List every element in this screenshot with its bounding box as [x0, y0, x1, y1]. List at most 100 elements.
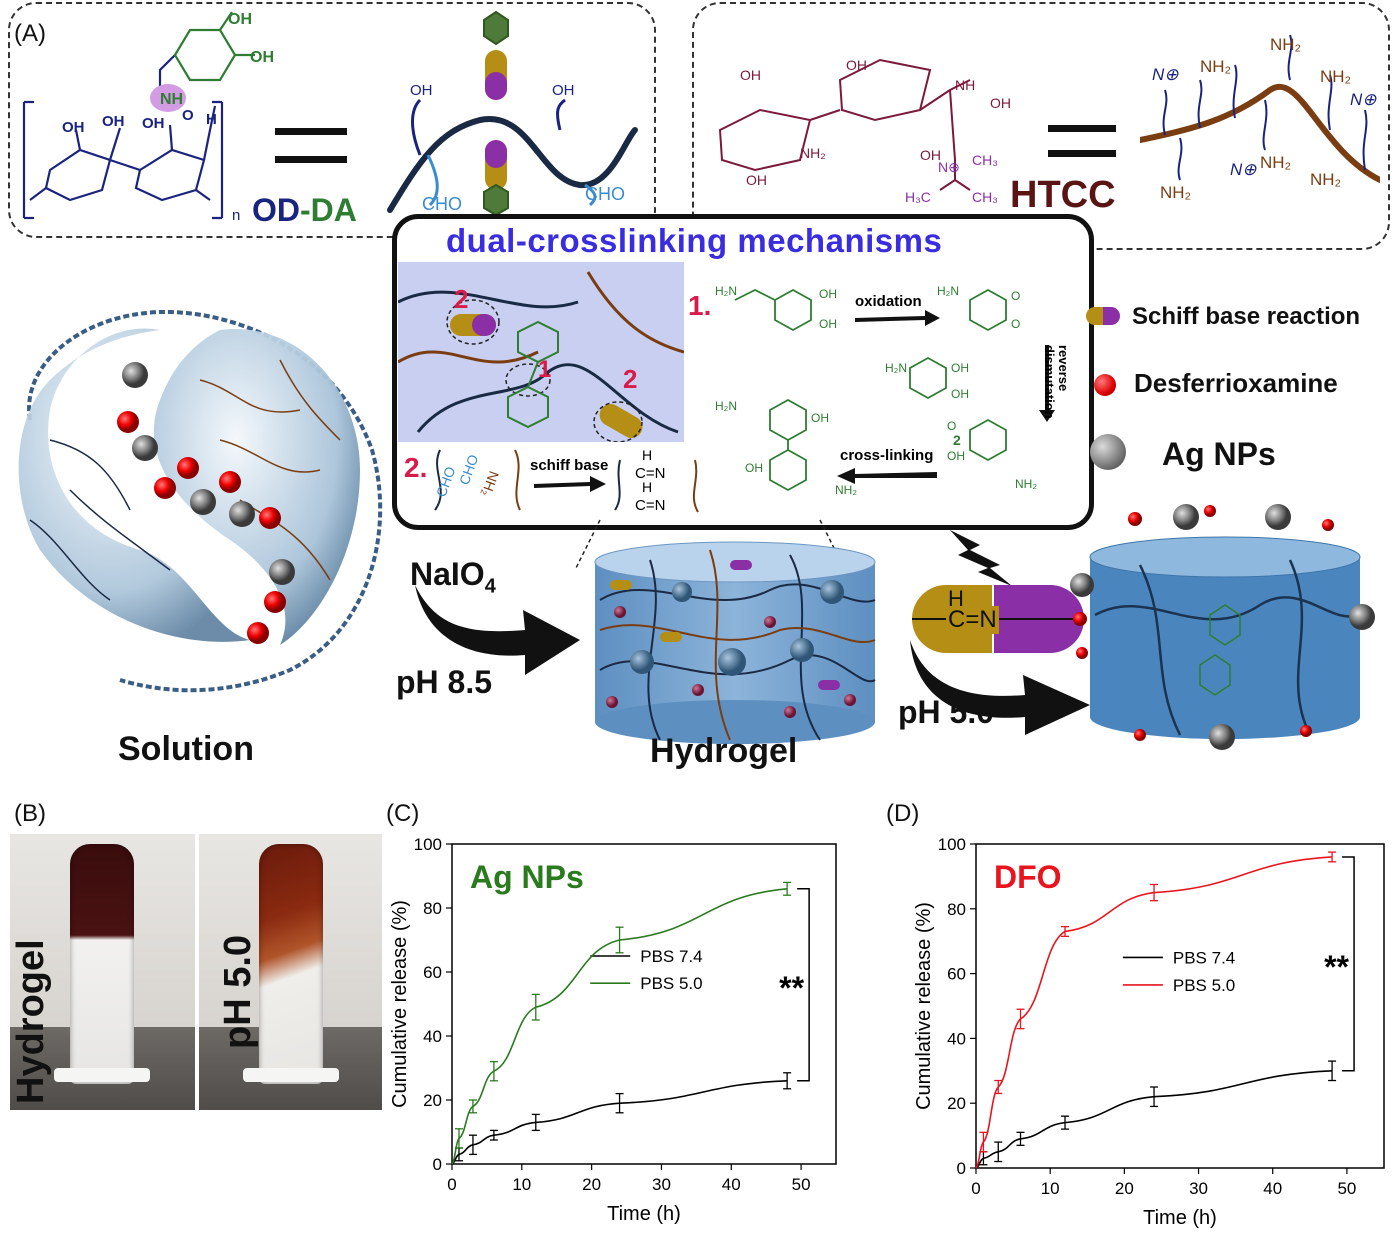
chem-label-oh: OH	[740, 67, 761, 83]
y-tick-label: 60	[423, 963, 442, 982]
solution-illustration	[18, 309, 383, 693]
chem-label-n-plus: N⊕	[1230, 160, 1257, 179]
legend-ag-nps: Ag NPs	[1162, 436, 1276, 472]
significance-bracket	[1342, 856, 1355, 1072]
step-1-label: 1.	[688, 290, 712, 321]
chem-label-h3c: H₃C	[905, 189, 931, 205]
equals-bar-top	[275, 128, 347, 135]
x-tick-label: 10	[1041, 1179, 1060, 1198]
panel-label-c: (C)	[386, 800, 420, 827]
chem-label-o: O	[947, 419, 956, 433]
chem-label-oh: OH	[102, 113, 125, 130]
series-line-1	[975, 856, 1333, 1169]
network-inset: 2 1 2	[397, 262, 685, 443]
y-tick-label: 100	[938, 835, 966, 854]
x-tick-label: 20	[1115, 1179, 1134, 1198]
x-tick-label: 30	[652, 1175, 671, 1194]
chart-annotation: DFO	[994, 859, 1062, 895]
chem-label-nh2: NH₂	[1320, 67, 1351, 86]
chem-label-oh: OH	[410, 82, 433, 99]
x-tick-label: 40	[1263, 1179, 1282, 1198]
photo-label-hydrogel: Hydrogel	[10, 939, 52, 1104]
crosslink-marker-2: 2	[623, 364, 637, 394]
panel-label-d: (D)	[886, 800, 920, 827]
solution-label: Solution	[118, 730, 254, 768]
naio4-label: NaIO4	[410, 556, 496, 598]
chem-label-o: O	[182, 107, 194, 124]
ph-8-5-label: pH 8.5	[396, 664, 493, 700]
equals-bar-bottom	[1048, 150, 1116, 157]
y-tick-label: 20	[423, 1091, 442, 1110]
htcc-label: HTCC	[1010, 174, 1116, 216]
x-tick-label: 20	[582, 1175, 601, 1194]
chem-label-h2n: H₂N	[715, 399, 737, 413]
x-axis-label: Time (h)	[607, 1203, 681, 1225]
chem-label-cho: CHO	[585, 184, 625, 204]
chem-label-2: 2	[953, 432, 961, 448]
od-da-chemical-structure: OH OH NH OH OH OH H O n	[22, 11, 274, 224]
chem-label-h: H	[642, 479, 652, 495]
crosslinking-label: cross-linking	[840, 447, 933, 464]
chem-label-nh2: NH₂	[1200, 57, 1231, 76]
chem-label-oh: OH	[228, 11, 252, 28]
schiff-bond-c: C=N	[946, 606, 999, 634]
plot-frame	[451, 843, 837, 1165]
amine-highlight	[150, 84, 186, 112]
y-tick-label: 80	[947, 900, 966, 919]
dopamine-oxidation-scheme: H₂N OH OH H₂N O O H₂N OH OH O OH 2 NH₂ H…	[715, 284, 1071, 497]
chem-label-oh: OH	[846, 57, 867, 73]
vial-base	[243, 1068, 339, 1082]
hydrogel-label: Hydrogel	[650, 732, 798, 770]
x-tick-label: 50	[792, 1175, 811, 1194]
chem-label-nh2: NH₂	[1310, 170, 1341, 189]
y-tick-label: 40	[947, 1029, 966, 1048]
vial-tube	[70, 844, 134, 1084]
chem-label-ch3: CH₃	[972, 152, 998, 168]
chem-label-h: H	[642, 447, 652, 463]
chem-label-nh: NH	[955, 77, 975, 93]
y-axis-label: Cumulative release (%)	[389, 900, 411, 1108]
chem-label-n: n	[232, 207, 240, 224]
x-tick-label: 0	[447, 1175, 456, 1194]
chem-label-nh2: NH₂	[1260, 153, 1291, 172]
htcc-cartoon: N⊕ NH₂ NH₂ NH₂ N⊕ NH₂ N⊕ NH₂ NH₂	[1140, 34, 1380, 200]
schiff-bond-h: H	[948, 586, 964, 611]
mechanism-title: dual-crosslinking mechanisms	[446, 222, 943, 259]
oxidation-arrow	[855, 310, 940, 326]
plot-frame	[975, 843, 1385, 1169]
chem-label-nh2: NH₂	[835, 483, 857, 497]
legend-desferrioxamine: Desferrioxamine	[1134, 368, 1338, 398]
chem-label-oh: OH	[62, 119, 85, 136]
chem-label-nh2: NH₂	[1160, 183, 1191, 200]
chem-label-oh: OH	[746, 172, 767, 188]
chart-d-dfo-release: 0 10 20 30 40 50 0 20 40 60 80 100 Time (h) Cumulativ…	[913, 835, 1385, 1229]
equals-bar-top	[1048, 125, 1116, 132]
significance-label: **	[1324, 949, 1349, 985]
dismutation-label: dismutation	[1042, 345, 1057, 419]
chem-label-o: O	[1011, 317, 1020, 331]
series-line-1	[451, 888, 788, 1165]
crosslink-marker-1: 1	[538, 356, 551, 383]
series-line-0	[975, 1070, 1333, 1169]
y-tick-label: 20	[947, 1094, 966, 1113]
chem-label-nh: NH	[160, 91, 183, 108]
x-tick-label: 30	[1189, 1179, 1208, 1198]
gelation-arrow	[415, 585, 580, 675]
equals-bar-bottom	[275, 156, 347, 163]
significance-label: **	[779, 970, 804, 1006]
chem-label-oh: OH	[951, 361, 969, 375]
od-da-cartoon: OH OH CHO CHO	[387, 10, 638, 217]
chem-label-n-plus: N⊕	[1152, 65, 1179, 84]
y-tick-label: 0	[957, 1159, 966, 1178]
oxidation-label: oxidation	[855, 293, 922, 310]
chem-label-nh2: NH₂	[478, 469, 502, 499]
legend-label: PBS 5.0	[640, 974, 702, 993]
zoom-connector-lines	[574, 519, 846, 571]
legend-schiff-base: Schiff base reaction	[1132, 303, 1361, 330]
chem-label-cho: CHO	[456, 452, 482, 487]
schiff-base-label: schiff base	[530, 457, 608, 474]
dismutation-arrow	[1039, 345, 1055, 422]
y-tick-label: 0	[433, 1155, 442, 1174]
chem-label-oh: OH	[947, 449, 965, 463]
chem-label-oh: OH	[250, 49, 274, 66]
